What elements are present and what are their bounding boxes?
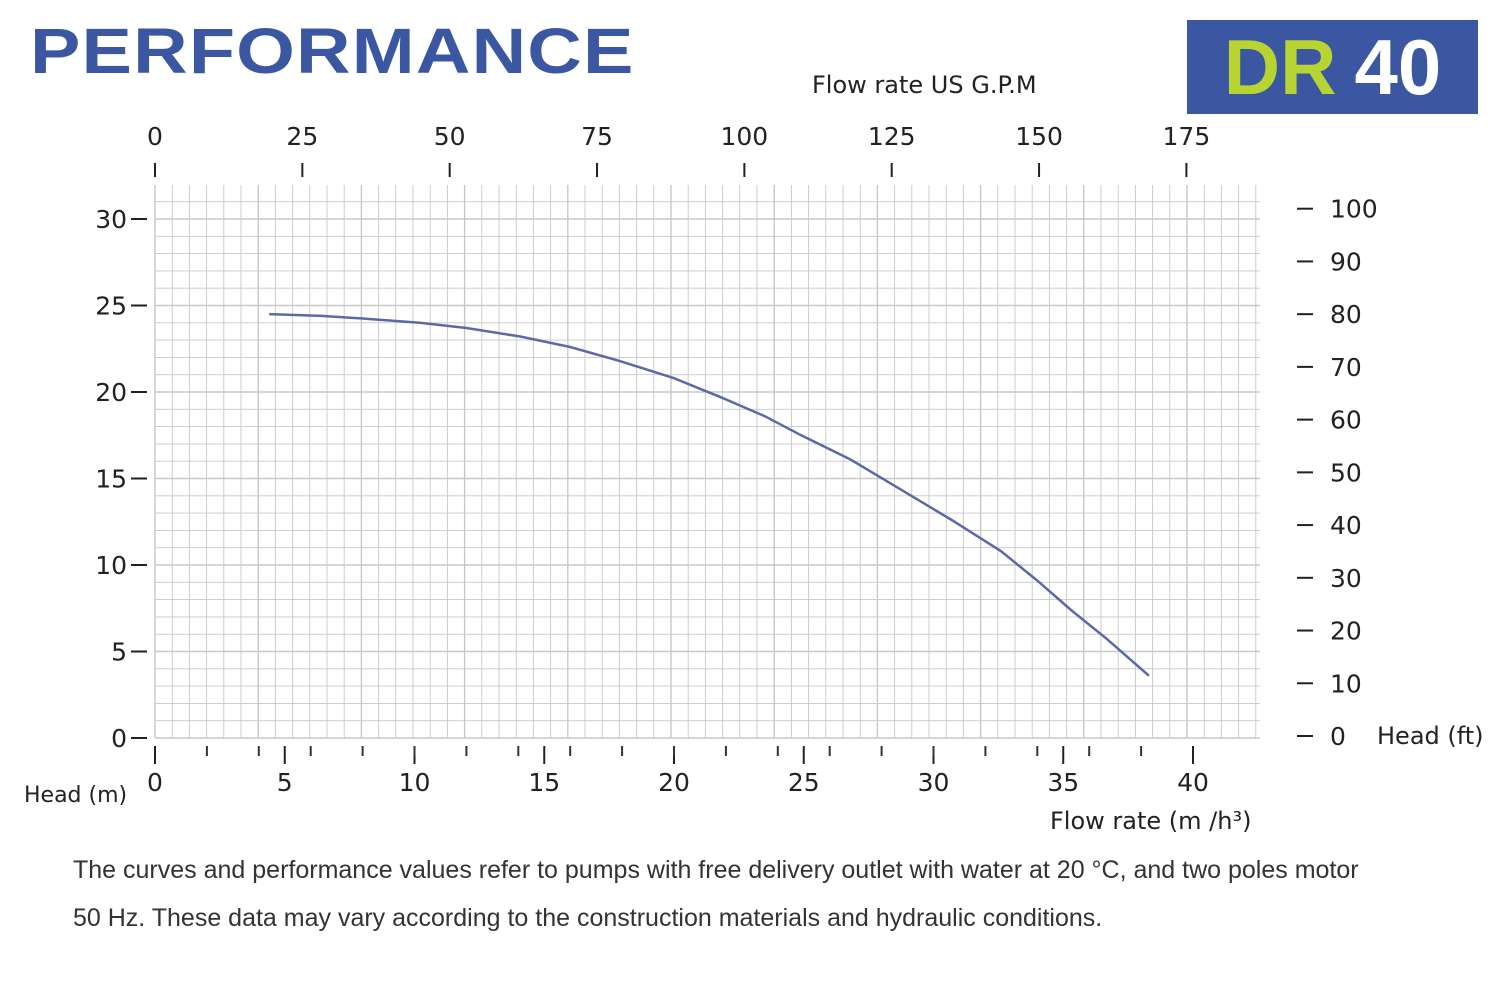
y2-tick-label: 90 xyxy=(1330,247,1362,276)
x2-axis-label: Flow rate US G.P.M xyxy=(812,71,1037,99)
y-tick-label: 20 xyxy=(95,378,127,407)
y-tick-label: 0 xyxy=(111,724,127,753)
y-tick-label: 15 xyxy=(95,465,127,494)
x-tick-label: 15 xyxy=(528,768,560,797)
y2-tick-label: 10 xyxy=(1330,669,1362,698)
model-badge: DR 40 xyxy=(1187,20,1478,114)
x2-tick-label: 150 xyxy=(1015,122,1063,151)
x2-tick-label: 50 xyxy=(434,122,466,151)
footnote: The curves and performance values refer … xyxy=(73,856,1359,932)
x-axis-label: Flow rate (m /h³) xyxy=(1050,807,1251,835)
y2-tick-label: 50 xyxy=(1330,458,1362,487)
y-axis-label: Head (m) xyxy=(24,783,127,808)
y2-tick-label: 80 xyxy=(1330,300,1362,329)
x2-tick-label: 75 xyxy=(581,122,613,151)
x2-tick-label: 0 xyxy=(147,122,163,151)
model-number: 40 xyxy=(1354,22,1442,111)
model-prefix: DR xyxy=(1223,22,1337,111)
grid xyxy=(154,185,1260,739)
x-tick-label: 35 xyxy=(1047,768,1079,797)
x-tick-label: 40 xyxy=(1177,768,1209,797)
y2-tick-label: 30 xyxy=(1330,564,1362,593)
x-tick-label: 5 xyxy=(277,768,293,797)
y2-tick-label: 0 xyxy=(1330,722,1346,751)
y-tick-label: 5 xyxy=(111,638,127,667)
x-tick-label: 30 xyxy=(918,768,950,797)
x2-tick-label: 125 xyxy=(868,122,916,151)
y-tick-label: 10 xyxy=(95,551,127,580)
x2-tick-label: 25 xyxy=(286,122,318,151)
y2-axis-label: Head (ft) xyxy=(1377,722,1484,750)
y2-tick-label: 100 xyxy=(1330,195,1378,224)
y2-tick-label: 40 xyxy=(1330,511,1362,540)
x-tick-label: 25 xyxy=(788,768,820,797)
x2-tick-label: 100 xyxy=(721,122,769,151)
y-tick-label: 30 xyxy=(95,205,127,234)
page-title: PERFORMANCE xyxy=(30,15,635,87)
pump-curve xyxy=(269,312,1150,677)
x-tick-label: 0 xyxy=(147,768,163,797)
x-tick-label: 20 xyxy=(658,768,690,797)
x-tick-label: 10 xyxy=(399,768,431,797)
y2-tick-label: 70 xyxy=(1330,353,1362,382)
y2-tick-label: 20 xyxy=(1330,617,1362,646)
y-tick-label: 25 xyxy=(95,292,127,321)
x2-tick-label: 175 xyxy=(1163,122,1211,151)
y2-tick-label: 60 xyxy=(1330,406,1362,435)
